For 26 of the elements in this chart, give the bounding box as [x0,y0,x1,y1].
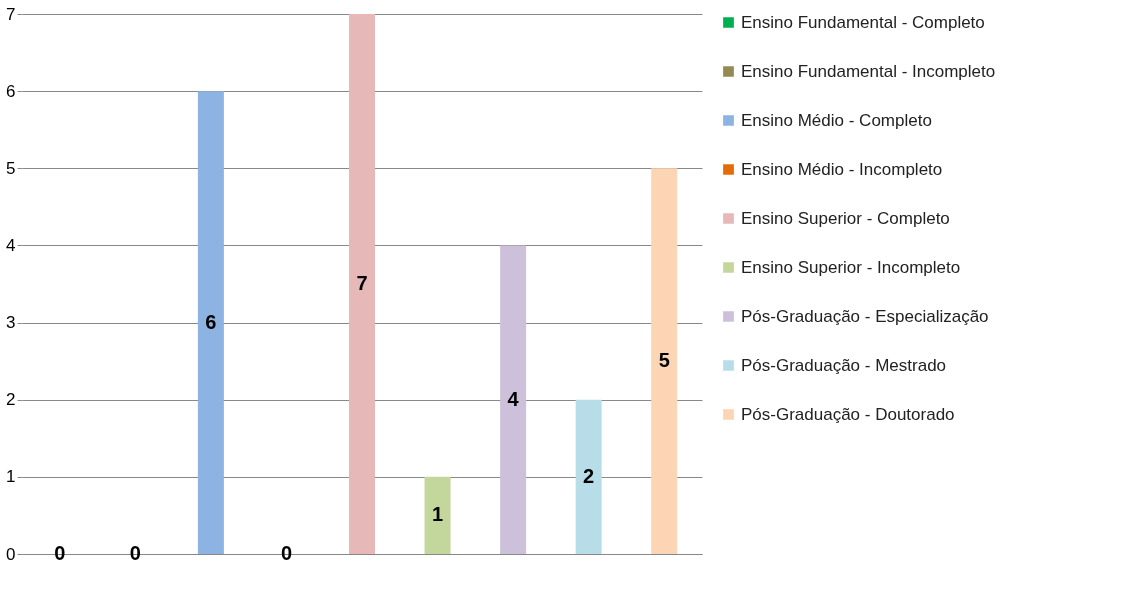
legend-label: Ensino Médio - Completo [741,110,932,130]
data-label: 6 [205,310,217,333]
data-label: 2 [583,464,595,487]
data-label: 1 [431,503,444,526]
legend-label: Pós-Graduação - Especialização [741,306,989,326]
y-tick-label: 0 [6,544,16,564]
y-tick-label: 3 [6,313,16,333]
data-label: 5 [658,349,670,372]
y-tick-label: 4 [6,235,16,255]
data-label: 0 [280,542,293,564]
data-label: 4 [507,387,520,410]
y-tick-label: 5 [6,158,16,178]
legend-label: Ensino Superior - Completo [741,208,950,228]
data-label: 7 [356,272,368,294]
legend-label: Ensino Superior - Incompleto [741,257,961,277]
legend-label: Pós-Graduação - Doutorado [741,404,955,424]
y-tick-label: 1 [6,467,16,487]
y-tick-label: 2 [6,390,16,410]
data-label: 0 [54,542,66,564]
data-label: 0 [129,542,141,564]
y-tick-label: 6 [6,81,16,101]
legend-label: Ensino Fundamental - Incompleto [741,61,996,81]
y-tick-label: 7 [6,4,16,24]
legend-label: Ensino Médio - Incompleto [741,159,943,179]
legend-label: Pós-Graduação - Mestrado [741,355,947,375]
legend-label: Ensino Fundamental - Completo [741,12,985,32]
